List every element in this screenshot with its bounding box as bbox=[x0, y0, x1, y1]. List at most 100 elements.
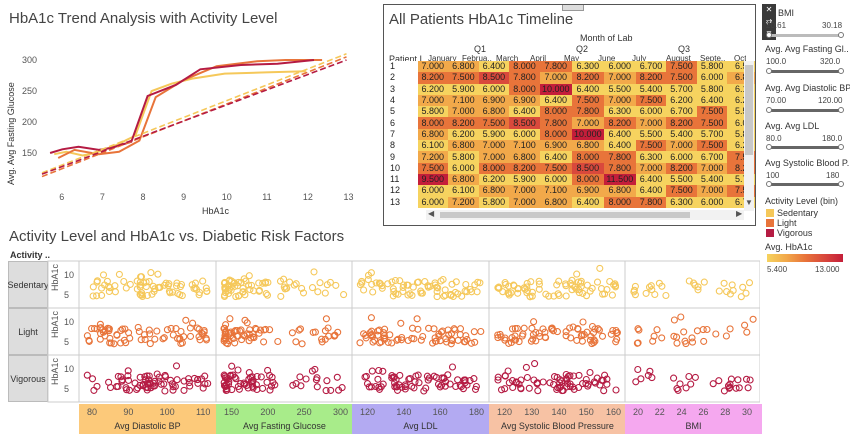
heatmap-cell[interactable]: 8.000 bbox=[509, 83, 540, 95]
scatter-point[interactable] bbox=[390, 288, 398, 296]
filter-fasting-thumb[interactable] bbox=[838, 68, 844, 74]
scatter-point[interactable] bbox=[311, 365, 319, 373]
scatter-point[interactable] bbox=[253, 372, 261, 381]
scatter-point[interactable] bbox=[173, 376, 181, 384]
filter-systolic-slider[interactable] bbox=[770, 183, 842, 186]
scatter-point[interactable] bbox=[432, 337, 440, 345]
scatter-point[interactable] bbox=[494, 373, 502, 381]
scatter-point[interactable] bbox=[608, 291, 616, 299]
scatter-point[interactable] bbox=[245, 375, 253, 383]
scatter-point[interactable] bbox=[199, 384, 207, 392]
scatter-point[interactable] bbox=[745, 279, 754, 287]
scatter-point[interactable] bbox=[240, 379, 248, 387]
scatter-point[interactable] bbox=[535, 280, 543, 288]
scatter-point[interactable] bbox=[470, 328, 478, 336]
scatter-point[interactable] bbox=[237, 380, 245, 388]
scatter-point[interactable] bbox=[670, 316, 678, 324]
scatter-point[interactable] bbox=[89, 283, 97, 291]
heatmap-cell[interactable]: 7.000 bbox=[539, 72, 572, 84]
scatter-column-label[interactable]: Avg LDL bbox=[352, 404, 489, 434]
scatter-point[interactable] bbox=[191, 284, 199, 292]
scatter-point[interactable] bbox=[673, 339, 681, 347]
heatmap-cell[interactable]: 5.7 bbox=[727, 173, 755, 186]
filter-systolic-thumb[interactable] bbox=[838, 181, 844, 187]
heatmap-cell[interactable]: 5.500 bbox=[603, 83, 636, 95]
scatter-point[interactable] bbox=[593, 278, 602, 286]
scatter-point[interactable] bbox=[333, 373, 341, 381]
scatter-point[interactable] bbox=[267, 382, 276, 390]
filter-systolic-thumb[interactable] bbox=[766, 181, 772, 187]
scatter-point[interactable] bbox=[126, 280, 134, 288]
scatter-point[interactable] bbox=[257, 373, 265, 381]
scatter-point[interactable] bbox=[93, 382, 101, 390]
scatter-point[interactable] bbox=[700, 337, 708, 345]
scatter-point[interactable] bbox=[658, 282, 666, 290]
scatter-point[interactable] bbox=[573, 270, 581, 278]
scatter-point[interactable] bbox=[135, 327, 143, 336]
heatmap-cell[interactable]: 5.500 bbox=[635, 128, 667, 141]
scatter-point[interactable] bbox=[549, 380, 558, 389]
scatter-point[interactable] bbox=[569, 323, 577, 331]
scatter-point[interactable] bbox=[113, 383, 121, 391]
scatter-point[interactable] bbox=[471, 385, 480, 393]
scatter-point[interactable] bbox=[531, 360, 539, 368]
scatter-point[interactable] bbox=[174, 289, 182, 298]
scatter-point[interactable] bbox=[113, 331, 121, 339]
scatter-point[interactable] bbox=[173, 279, 181, 287]
scatter-point[interactable] bbox=[598, 376, 606, 384]
scatter-point[interactable] bbox=[423, 372, 431, 380]
scatter-point[interactable] bbox=[440, 374, 448, 382]
heatmap-cell[interactable]: 5.900 bbox=[509, 173, 540, 186]
scatter-point[interactable] bbox=[143, 291, 151, 300]
heatmap-cell[interactable]: 7.000 bbox=[603, 72, 636, 84]
scatter-point[interactable] bbox=[222, 339, 230, 347]
heatmap-cell[interactable]: 7.800 bbox=[509, 72, 540, 84]
heatmap-cell[interactable]: 7.000 bbox=[603, 94, 636, 107]
scatter-point[interactable] bbox=[406, 374, 414, 383]
scatter-point[interactable] bbox=[221, 372, 229, 380]
scatter-point[interactable] bbox=[178, 292, 186, 300]
scatter-point[interactable] bbox=[143, 380, 151, 388]
scatter-point[interactable] bbox=[160, 334, 168, 342]
scatter-point[interactable] bbox=[577, 332, 585, 340]
scatter-point[interactable] bbox=[536, 332, 544, 341]
heatmap-cell[interactable]: 8.200 bbox=[666, 162, 697, 174]
scatter-point[interactable] bbox=[421, 278, 429, 286]
trend-series-line[interactable] bbox=[49, 59, 315, 154]
scatter-point[interactable] bbox=[105, 327, 113, 335]
scatter-point[interactable] bbox=[415, 379, 423, 387]
scatter-point[interactable] bbox=[169, 386, 177, 394]
scatter-point[interactable] bbox=[302, 375, 310, 383]
scatter-point[interactable] bbox=[651, 290, 659, 299]
scatter-point[interactable] bbox=[550, 292, 558, 300]
scatter-point[interactable] bbox=[395, 381, 403, 389]
heatmap-cell[interactable]: 7.500 bbox=[696, 106, 728, 118]
filter-ldl-thumb[interactable] bbox=[766, 144, 772, 150]
scatter-point[interactable] bbox=[186, 332, 195, 340]
scatter-point[interactable] bbox=[631, 291, 639, 299]
heatmap-cell[interactable]: 5.5 bbox=[727, 106, 755, 118]
heatmap-cell[interactable]: 7.000 bbox=[696, 185, 728, 197]
scatter-point[interactable] bbox=[510, 281, 518, 289]
scatter-point[interactable] bbox=[125, 386, 134, 394]
scatter-point[interactable] bbox=[439, 327, 447, 335]
scatter-point[interactable] bbox=[85, 337, 93, 345]
scatter-point[interactable] bbox=[386, 331, 394, 339]
heatmap-cell[interactable]: 7.000 bbox=[478, 140, 510, 152]
scatter-point[interactable] bbox=[587, 332, 595, 341]
heatmap-cell[interactable]: 6.0 bbox=[727, 117, 755, 129]
scatter-point[interactable] bbox=[548, 325, 556, 333]
scatter-point[interactable] bbox=[310, 268, 318, 276]
scatter-point[interactable] bbox=[313, 374, 321, 382]
heatmap-cell[interactable]: 6.000 bbox=[448, 162, 479, 174]
scatter-point[interactable] bbox=[729, 286, 737, 295]
scatter-point[interactable] bbox=[255, 279, 263, 287]
scatter-point[interactable] bbox=[584, 380, 592, 388]
heatmap-cell[interactable]: 7.100 bbox=[509, 140, 540, 152]
scatter-point[interactable] bbox=[448, 363, 457, 371]
scatter-point[interactable] bbox=[561, 280, 570, 288]
heatmap-cell[interactable]: 7.000 bbox=[478, 151, 510, 163]
scatter-point[interactable] bbox=[145, 372, 153, 380]
scatter-point[interactable] bbox=[677, 313, 685, 321]
scatter-point[interactable] bbox=[366, 329, 374, 337]
